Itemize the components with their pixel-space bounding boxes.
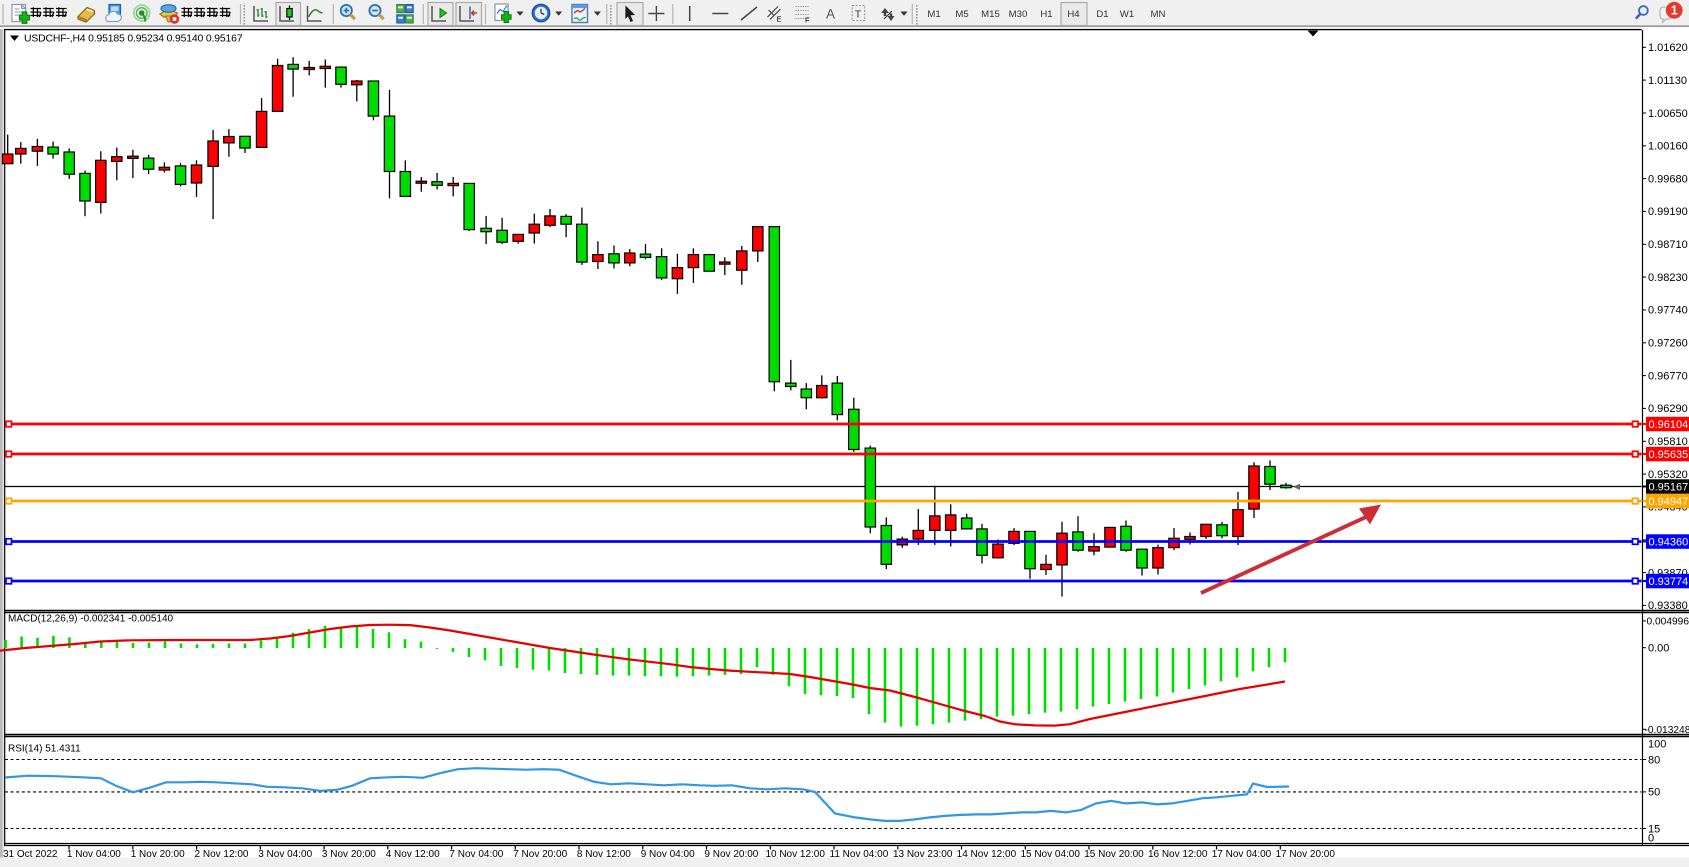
svg-text:1: 1 (1671, 4, 1678, 18)
svg-text:D1: D1 (1096, 9, 1108, 20)
svg-text:MN: MN (1151, 9, 1166, 20)
svg-text:15 Nov 04:00: 15 Nov 04:00 (1020, 849, 1080, 860)
svg-text:0.95635: 0.95635 (1649, 449, 1689, 461)
svg-text:0.98230: 0.98230 (1648, 272, 1688, 284)
svg-text:W1: W1 (1120, 9, 1134, 20)
svg-text:0.95167: 0.95167 (1649, 481, 1689, 493)
svg-text:7 Nov 20:00: 7 Nov 20:00 (513, 849, 567, 860)
svg-text:T: T (855, 9, 862, 21)
svg-text:0.95320: 0.95320 (1648, 469, 1688, 481)
svg-text:1 Nov 20:00: 1 Nov 20:00 (131, 849, 185, 860)
svg-text:11 Nov 04:00: 11 Nov 04:00 (830, 849, 889, 860)
svg-text:0.95810: 0.95810 (1648, 436, 1688, 448)
svg-text:A: A (826, 7, 835, 22)
svg-text:1.00160: 1.00160 (1648, 141, 1688, 153)
svg-text:50: 50 (1648, 787, 1660, 799)
svg-text:0: 0 (1648, 832, 1654, 844)
svg-text:1 Nov 04:00: 1 Nov 04:00 (67, 849, 121, 860)
svg-text:9 Nov 20:00: 9 Nov 20:00 (704, 849, 758, 860)
svg-text:H1: H1 (1040, 9, 1052, 20)
svg-text:80: 80 (1648, 754, 1660, 766)
svg-text:0.96290: 0.96290 (1648, 403, 1688, 415)
svg-text:F: F (805, 16, 810, 25)
svg-text:H4: H4 (1067, 9, 1080, 20)
svg-text:0.99680: 0.99680 (1648, 173, 1688, 185)
svg-text:3 Nov 20:00: 3 Nov 20:00 (322, 849, 376, 860)
svg-text:0.96770: 0.96770 (1648, 370, 1688, 382)
svg-text:13 Nov 23:00: 13 Nov 23:00 (893, 849, 953, 860)
svg-text:M30: M30 (1009, 9, 1028, 20)
svg-text:16 Nov 12:00: 16 Nov 12:00 (1148, 849, 1208, 860)
svg-text:8 Nov 12:00: 8 Nov 12:00 (577, 849, 631, 860)
svg-text:15 Nov 20:00: 15 Nov 20:00 (1084, 849, 1144, 860)
svg-text:31 Oct 2022: 31 Oct 2022 (3, 849, 58, 860)
svg-text:0.94947: 0.94947 (1649, 496, 1689, 508)
svg-text:14 Nov 12:00: 14 Nov 12:00 (957, 849, 1017, 860)
svg-text:4 Nov 12:00: 4 Nov 12:00 (386, 849, 440, 860)
svg-text:USDCHF-,H4 0.95185 0.95234 0.: USDCHF-,H4 0.95185 0.95234 0.95140 0.951… (24, 34, 243, 45)
svg-text:0.97740: 0.97740 (1648, 305, 1688, 317)
svg-text:100: 100 (1648, 738, 1666, 750)
svg-text:2 Nov 12:00: 2 Nov 12:00 (195, 849, 249, 860)
svg-text:0.98710: 0.98710 (1648, 239, 1688, 251)
svg-text:M5: M5 (955, 9, 968, 20)
svg-text:7 Nov 04:00: 7 Nov 04:00 (449, 849, 503, 860)
svg-text:1.01620: 1.01620 (1648, 42, 1688, 54)
svg-text:17 Nov 04:00: 17 Nov 04:00 (1212, 849, 1272, 860)
svg-text:3 Nov 04:00: 3 Nov 04:00 (258, 849, 312, 860)
svg-text:0.00: 0.00 (1648, 643, 1669, 655)
svg-text:0.93774: 0.93774 (1649, 576, 1689, 588)
svg-text:10 Nov 12:00: 10 Nov 12:00 (765, 849, 825, 860)
svg-text:-0.013248: -0.013248 (1645, 725, 1689, 736)
svg-text:0.004996: 0.004996 (1647, 617, 1689, 628)
svg-text:17 Nov 20:00: 17 Nov 20:00 (1275, 849, 1335, 860)
svg-text:0.97260: 0.97260 (1648, 338, 1688, 350)
svg-text:0.96104: 0.96104 (1649, 419, 1689, 431)
svg-text:1.00650: 1.00650 (1648, 108, 1688, 120)
svg-text:15: 15 (1648, 823, 1660, 835)
svg-text:0.99190: 0.99190 (1648, 206, 1688, 218)
svg-text:E: E (777, 15, 782, 24)
svg-text:M1: M1 (927, 9, 940, 20)
svg-text:M15: M15 (981, 9, 1000, 20)
svg-text:0.94360: 0.94360 (1649, 536, 1689, 548)
svg-text:1.01130: 1.01130 (1648, 75, 1687, 87)
svg-text:RSI(14) 51.4311: RSI(14) 51.4311 (8, 744, 81, 755)
svg-text:9 Nov 04:00: 9 Nov 04:00 (641, 849, 695, 860)
svg-text:0.93380: 0.93380 (1648, 600, 1688, 612)
svg-text:MACD(12,26,9) -0.002341 -0.005: MACD(12,26,9) -0.002341 -0.005140 (8, 614, 174, 625)
